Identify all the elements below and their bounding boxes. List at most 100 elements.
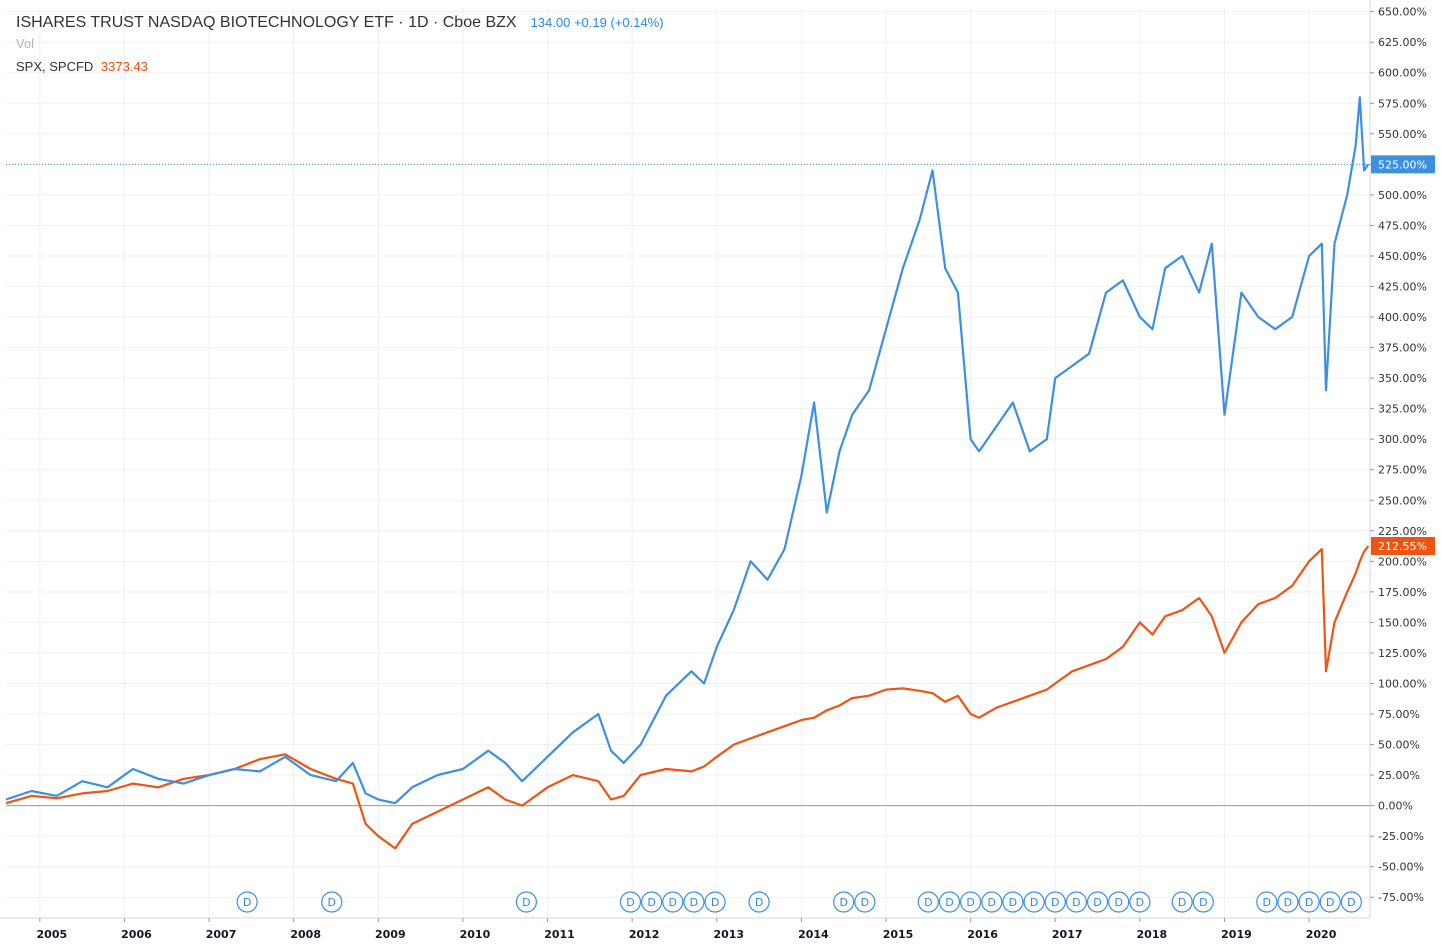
dividend-marker-label: D — [1178, 896, 1186, 909]
dividend-marker-label: D — [1326, 896, 1334, 909]
dividend-marker-circle — [1044, 891, 1066, 913]
dividend-marker-circle — [236, 891, 258, 913]
dividend-marker[interactable]: D — [321, 891, 343, 913]
dividend-marker-circle — [748, 891, 770, 913]
dividend-marker[interactable]: D — [1108, 891, 1130, 913]
volume-label[interactable]: Vol — [16, 36, 35, 51]
dividend-marker[interactable]: D — [833, 891, 855, 913]
dividend-marker[interactable]: D — [938, 891, 961, 913]
dividend-marker-circle — [1023, 891, 1045, 913]
dividend-marker-label: D — [328, 896, 336, 909]
dividend-marker[interactable]: D — [1340, 891, 1362, 913]
last-value-badge-label: 525.00% — [1378, 158, 1427, 171]
dividend-marker-circle — [1256, 891, 1278, 913]
x-tick-label: 2016 — [967, 928, 998, 941]
x-tick-label: 2013 — [713, 928, 744, 941]
y-tick-label: 425.00% — [1378, 280, 1427, 293]
x-tick-label: 2009 — [375, 928, 406, 941]
symbol-title[interactable]: ISHARES TRUST NASDAQ BIOTECHNOLOGY ETF ·… — [16, 14, 517, 31]
dividend-marker-circle — [515, 891, 537, 913]
axes — [0, 0, 1371, 919]
y-tick-label: 50.00% — [1378, 739, 1420, 752]
dividend-marker[interactable]: D — [981, 891, 1003, 913]
dividend-marker-circle — [917, 891, 939, 913]
dividend-marker-label: D — [945, 896, 953, 909]
y-tick-label: 375.00% — [1378, 342, 1427, 355]
dividend-marker[interactable]: D — [1256, 891, 1278, 913]
dividend-marker-label: D — [669, 896, 677, 909]
dividend-marker-label: D — [861, 896, 869, 909]
dividend-marker-circle — [1171, 891, 1193, 913]
compare-symbol: SPX, SPCFD — [16, 59, 94, 74]
y-tick-label: 350.00% — [1378, 372, 1427, 385]
x-tick-label: 2012 — [629, 928, 660, 941]
dividend-marker[interactable]: D — [1192, 891, 1214, 913]
dividend-marker-circle — [1129, 891, 1151, 913]
dividend-marker-circle — [662, 891, 684, 913]
dividend-marker-circle — [1277, 891, 1299, 913]
dividend-marker[interactable]: D — [704, 891, 726, 913]
dividend-marker[interactable]: D — [662, 891, 684, 913]
dividend-marker[interactable]: D — [683, 891, 705, 913]
last-value-badge: 525.00% — [1371, 155, 1435, 174]
grid-lines — [6, 8, 1370, 918]
dividend-marker[interactable]: D — [641, 891, 663, 913]
dividend-marker-circle — [833, 891, 855, 913]
y-tick-label: 175.00% — [1378, 586, 1427, 599]
dividend-marker-label: D — [711, 896, 719, 909]
dividend-marker-label: D — [690, 896, 698, 909]
dividend-marker[interactable]: D — [236, 891, 258, 913]
dividend-marker-circle — [938, 891, 961, 913]
dividend-marker[interactable]: D — [1044, 891, 1066, 913]
x-tick-label: 2011 — [544, 928, 575, 941]
last-value-badge-label: 212.55% — [1378, 540, 1427, 553]
dividend-marker-label: D — [924, 896, 932, 909]
dividend-marker[interactable]: D — [960, 891, 982, 913]
dividend-marker[interactable]: D — [1298, 891, 1320, 913]
dividend-marker-label: D — [1114, 896, 1122, 909]
dividend-marker-circle — [854, 891, 876, 913]
dividend-marker[interactable]: D — [1023, 891, 1045, 913]
x-tick-label: 2017 — [1052, 928, 1083, 941]
dividend-marker-label: D — [1136, 896, 1144, 909]
dividend-marker[interactable]: D — [1086, 891, 1109, 913]
dividend-marker-circle — [619, 891, 642, 913]
compare-row[interactable]: SPX, SPCFD 3373.43 — [16, 59, 664, 74]
dividend-marker-label: D — [647, 896, 655, 909]
dividend-marker[interactable]: D — [1277, 891, 1299, 913]
dividend-marker[interactable]: D — [1129, 891, 1151, 913]
y-tick-label: 275.00% — [1378, 464, 1427, 477]
series-line-ibb — [5, 96, 1370, 805]
y-tick-label: 625.00% — [1378, 36, 1427, 49]
dividend-marker[interactable]: D — [1171, 891, 1193, 913]
dividend-marker-label: D — [1347, 896, 1355, 909]
dividend-marker[interactable]: D — [619, 891, 642, 913]
y-tick-label: 650.00% — [1378, 6, 1427, 19]
dividend-marker[interactable]: D — [1319, 891, 1341, 913]
y-tick-label: 325.00% — [1378, 403, 1427, 416]
dividend-marker[interactable]: D — [1065, 891, 1087, 913]
dividend-marker-label: D — [1305, 896, 1313, 909]
dividend-marker[interactable]: D — [854, 891, 876, 913]
dividend-marker-label: D — [1263, 896, 1271, 909]
dividend-marker-circle — [1192, 891, 1214, 913]
series-line-spx — [5, 545, 1370, 850]
y-tick-label: -50.00% — [1378, 861, 1424, 874]
last-value-badges: 525.00% 212.55% — [1371, 155, 1435, 555]
dividend-marker-label: D — [988, 896, 996, 909]
price-change: +0.19 (+0.14%) — [573, 15, 664, 30]
dividend-marker[interactable]: D — [748, 891, 770, 913]
dividend-marker[interactable]: D — [917, 891, 939, 913]
dividend-marker-circle — [981, 891, 1003, 913]
dividend-marker[interactable]: D — [1002, 891, 1024, 913]
dividend-marker-label: D — [1051, 896, 1059, 909]
last-price: 134.00 +0.19 (+0.14%) — [531, 15, 664, 30]
dividend-marker-circle — [1108, 891, 1130, 913]
dividend-marker[interactable]: D — [515, 891, 537, 913]
dividend-marker-circle — [1065, 891, 1087, 913]
dividend-marker-label: D — [1030, 896, 1038, 909]
y-tick-label: 300.00% — [1378, 433, 1427, 446]
y-tick-label: 25.00% — [1378, 769, 1420, 782]
y-tick-label: 575.00% — [1378, 97, 1427, 110]
